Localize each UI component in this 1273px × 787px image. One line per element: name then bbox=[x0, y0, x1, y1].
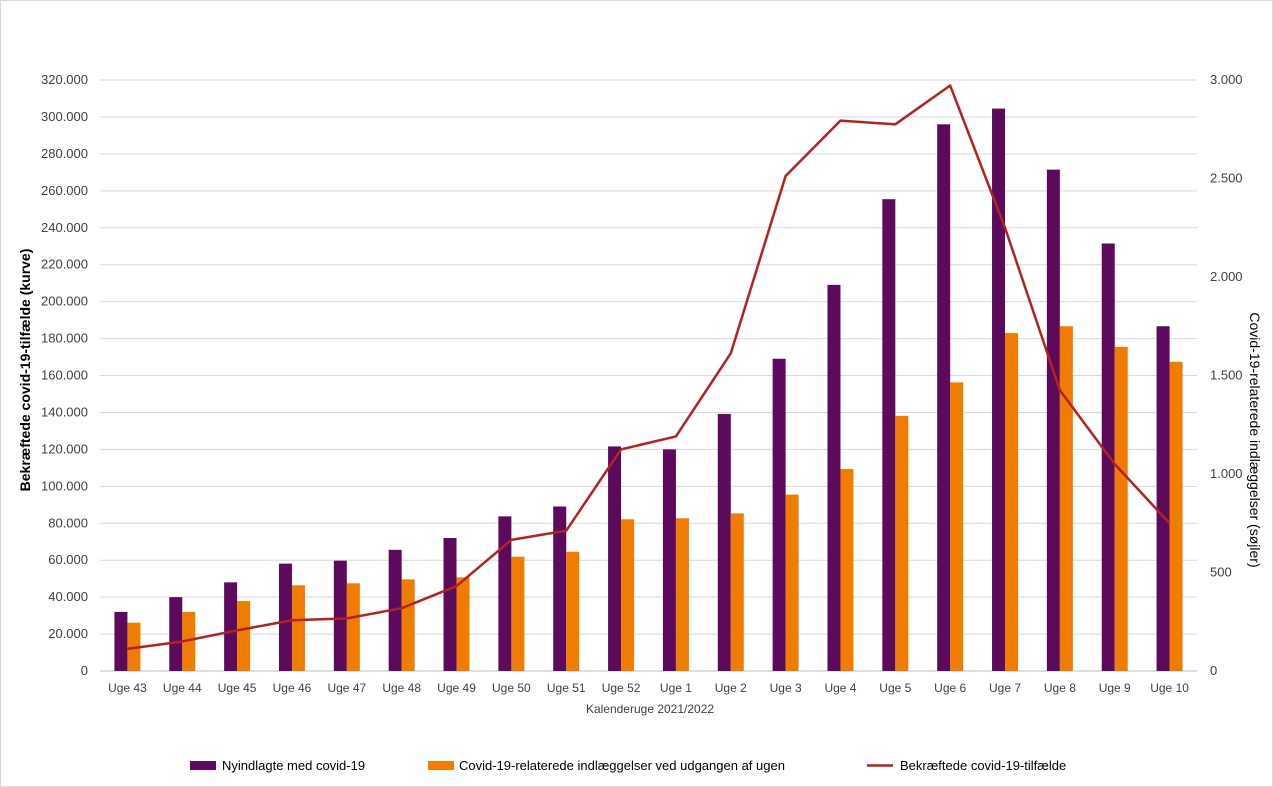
bar-indlaeggelser bbox=[895, 415, 909, 671]
bar-indlaeggelser bbox=[511, 556, 525, 671]
y-tick-label: 20.000 bbox=[48, 626, 88, 641]
y-tick-label: 40.000 bbox=[48, 589, 88, 604]
bar-nyindlagte bbox=[114, 611, 128, 671]
bar-nyindlagte bbox=[937, 124, 951, 671]
legend-label-nyindlagte: Nyindlagte med covid-19 bbox=[222, 758, 365, 773]
y-tick-label: 220.000 bbox=[41, 257, 88, 272]
y-tick-label: 200.000 bbox=[41, 294, 88, 309]
y-tick-label: 240.000 bbox=[41, 220, 88, 235]
y-tick-label: 60.000 bbox=[48, 552, 88, 567]
y2-tick-label: 1.000 bbox=[1210, 466, 1243, 481]
x-axis-title: Kalenderuge 2021/2022 bbox=[586, 702, 714, 716]
y2-tick-label: 2.500 bbox=[1210, 171, 1243, 186]
y2-tick-label: 500 bbox=[1210, 565, 1232, 580]
x-tick-label: Uge 7 bbox=[989, 681, 1021, 695]
bar-nyindlagte bbox=[333, 560, 347, 671]
bar-nyindlagte bbox=[662, 449, 676, 671]
x-axis-ticks: Uge 43 Uge 44 Uge 45 Uge 46 Uge 47 Uge 48 Uge … bbox=[108, 681, 1189, 695]
bar-nyindlagte bbox=[224, 582, 238, 671]
bar-indlaeggelser bbox=[1114, 346, 1128, 671]
bar-indlaeggelser bbox=[950, 382, 964, 671]
bar-indlaeggelser bbox=[1059, 326, 1073, 671]
x-tick-label: Uge 49 bbox=[437, 681, 476, 695]
y-axis-left-ticks: 0 20.000 40.000 60.000 80.000 100.000 120.000 1… bbox=[41, 72, 88, 678]
bar-indlaeggelser bbox=[675, 518, 689, 671]
bar-nyindlagte bbox=[1156, 326, 1170, 671]
line-bekraeftede-tilfaelde bbox=[127, 84, 1171, 651]
bar-indlaeggelser bbox=[840, 469, 854, 671]
bars-group bbox=[114, 108, 1183, 671]
x-tick-label: Uge 5 bbox=[879, 681, 911, 695]
y-tick-label: 100.000 bbox=[41, 478, 88, 493]
x-tick-label: Uge 3 bbox=[770, 681, 802, 695]
bar-nyindlagte bbox=[882, 199, 896, 671]
x-tick-label: Uge 45 bbox=[218, 681, 257, 695]
bar-indlaeggelser bbox=[401, 579, 415, 671]
y-tick-label: 180.000 bbox=[41, 331, 88, 346]
bar-indlaeggelser bbox=[237, 601, 251, 671]
y-tick-label: 160.000 bbox=[41, 368, 88, 383]
bar-indlaeggelser bbox=[346, 583, 360, 671]
x-tick-label: Uge 43 bbox=[108, 681, 147, 695]
x-tick-label: Uge 52 bbox=[602, 681, 641, 695]
y-tick-label: 80.000 bbox=[48, 515, 88, 530]
bar-nyindlagte bbox=[169, 597, 183, 671]
y-tick-label: 120.000 bbox=[41, 441, 88, 456]
legend-label-indlaeggelser: Covid-19-relaterede indlæggelser ved udg… bbox=[459, 758, 785, 773]
x-tick-label: Uge 8 bbox=[1044, 681, 1076, 695]
bar-indlaeggelser bbox=[566, 551, 580, 671]
legend-swatch-nyindlagte bbox=[190, 761, 216, 770]
y-tick-label: 140.000 bbox=[41, 404, 88, 419]
bar-indlaeggelser bbox=[621, 519, 635, 671]
bar-indlaeggelser bbox=[1169, 361, 1183, 671]
bar-nyindlagte bbox=[827, 284, 841, 671]
y-tick-label: 300.000 bbox=[41, 109, 88, 124]
bar-nyindlagte bbox=[717, 413, 731, 671]
y2-tick-label: 3.000 bbox=[1210, 72, 1243, 87]
line-group bbox=[127, 84, 1171, 651]
x-tick-label: Uge 10 bbox=[1150, 681, 1189, 695]
x-tick-label: Uge 4 bbox=[824, 681, 856, 695]
x-tick-label: Uge 44 bbox=[163, 681, 202, 695]
legend: Nyindlagte med covid-19 Covid-19-relater… bbox=[190, 758, 1066, 773]
y-axis-right-title: Covid-19-relaterede indlæggelser (søjler… bbox=[1247, 312, 1263, 567]
bar-nyindlagte bbox=[992, 108, 1006, 671]
y-axis-left-title: Bekræftede covid-19-tilfælde (kurve) bbox=[17, 249, 33, 492]
bar-nyindlagte bbox=[608, 446, 622, 671]
bar-nyindlagte bbox=[278, 563, 292, 671]
legend-label-tilfaelde: Bekræftede covid-19-tilfælde bbox=[900, 758, 1066, 773]
x-tick-label: Uge 1 bbox=[660, 681, 692, 695]
x-tick-label: Uge 9 bbox=[1099, 681, 1131, 695]
y-tick-label: 280.000 bbox=[41, 146, 88, 161]
x-tick-label: Uge 46 bbox=[273, 681, 312, 695]
bar-nyindlagte bbox=[443, 538, 457, 671]
y-axis-right-ticks: 0 500 1.000 1.500 2.000 2.500 3.000 bbox=[1210, 72, 1243, 678]
x-tick-label: Uge 50 bbox=[492, 681, 531, 695]
x-tick-label: Uge 6 bbox=[934, 681, 966, 695]
x-tick-label: Uge 47 bbox=[327, 681, 366, 695]
bar-nyindlagte bbox=[498, 516, 512, 671]
y2-tick-label: 2.000 bbox=[1210, 269, 1243, 284]
y-tick-label: 260.000 bbox=[41, 183, 88, 198]
bar-indlaeggelser bbox=[785, 494, 799, 671]
bar-indlaeggelser bbox=[291, 585, 305, 671]
y2-tick-label: 0 bbox=[1210, 663, 1217, 678]
x-tick-label: Uge 48 bbox=[382, 681, 421, 695]
x-tick-label: Uge 2 bbox=[715, 681, 747, 695]
bar-indlaeggelser bbox=[456, 577, 470, 671]
y-tick-label: 320.000 bbox=[41, 72, 88, 87]
bar-nyindlagte bbox=[1046, 169, 1060, 671]
bar-nyindlagte bbox=[772, 358, 786, 671]
bar-nyindlagte bbox=[553, 506, 567, 671]
bar-indlaeggelser bbox=[730, 513, 744, 671]
y2-tick-label: 1.500 bbox=[1210, 368, 1243, 383]
y-tick-label: 0 bbox=[81, 663, 88, 678]
bar-indlaeggelser bbox=[182, 611, 196, 671]
x-tick-label: Uge 51 bbox=[547, 681, 586, 695]
bar-indlaeggelser bbox=[1005, 333, 1019, 671]
legend-swatch-indlaeggelser bbox=[428, 761, 454, 770]
